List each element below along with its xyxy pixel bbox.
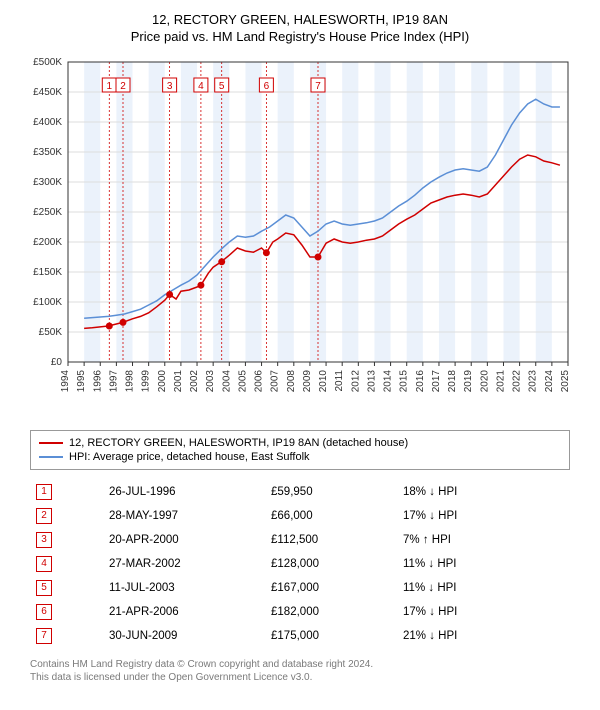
svg-text:2019: 2019 xyxy=(463,370,474,393)
svg-text:£350K: £350K xyxy=(33,147,62,158)
transactions-table: 1 26-JUL-1996£59,95018% ↓ HPI 2 28-MAY-1997… xyxy=(30,480,570,648)
svg-text:2003: 2003 xyxy=(205,370,216,393)
svg-text:2010: 2010 xyxy=(318,370,329,393)
transaction-marker: 5 xyxy=(36,580,52,596)
chart-title-main: 12, RECTORY GREEN, HALESWORTH, IP19 8AN xyxy=(10,12,590,27)
legend-label: HPI: Average price, detached house, East… xyxy=(69,451,310,463)
chart-title-sub: Price paid vs. HM Land Registry's House … xyxy=(10,29,590,44)
price-chart: £0 £50K £100K £150K £200K £250K £300K £350K £400… xyxy=(20,52,580,422)
transaction-price: £59,950 xyxy=(265,480,397,504)
svg-text:£50K: £50K xyxy=(39,327,63,338)
svg-text:2011: 2011 xyxy=(334,370,345,392)
legend: 12, RECTORY GREEN, HALESWORTH, IP19 8AN … xyxy=(30,430,570,470)
transaction-marker: 7 xyxy=(36,628,52,644)
transaction-date: 21-APR-2006 xyxy=(103,600,265,624)
legend-item: 12, RECTORY GREEN, HALESWORTH, IP19 8AN … xyxy=(39,437,561,449)
svg-text:2018: 2018 xyxy=(447,370,458,393)
svg-text:2008: 2008 xyxy=(286,370,297,393)
svg-text:£400K: £400K xyxy=(33,117,62,128)
transaction-delta: 17% ↓ HPI xyxy=(397,600,570,624)
table-row: 7 30-JUN-2009£175,00021% ↓ HPI xyxy=(30,624,570,648)
svg-text:2014: 2014 xyxy=(383,370,394,393)
svg-text:1: 1 xyxy=(107,81,113,92)
svg-text:1998: 1998 xyxy=(125,370,136,393)
transaction-marker: 6 xyxy=(36,604,52,620)
svg-text:2007: 2007 xyxy=(270,370,281,393)
svg-text:1994: 1994 xyxy=(60,370,71,393)
transaction-marker: 1 xyxy=(36,484,52,500)
svg-text:£450K: £450K xyxy=(33,87,62,98)
transaction-marker: 2 xyxy=(36,508,52,524)
transaction-date: 28-MAY-1997 xyxy=(103,504,265,528)
transaction-delta: 18% ↓ HPI xyxy=(397,480,570,504)
transaction-date: 30-JUN-2009 xyxy=(103,624,265,648)
svg-text:2001: 2001 xyxy=(173,370,184,393)
transaction-delta: 7% ↑ HPI xyxy=(397,528,570,552)
transaction-delta: 11% ↓ HPI xyxy=(397,576,570,600)
svg-text:1996: 1996 xyxy=(92,370,103,393)
svg-text:2015: 2015 xyxy=(399,370,410,393)
transaction-marker: 4 xyxy=(36,556,52,572)
svg-text:1999: 1999 xyxy=(141,370,152,393)
transaction-price: £175,000 xyxy=(265,624,397,648)
svg-text:2009: 2009 xyxy=(302,370,313,393)
transaction-price: £182,000 xyxy=(265,600,397,624)
svg-text:4: 4 xyxy=(198,81,204,92)
transaction-date: 20-APR-2000 xyxy=(103,528,265,552)
legend-label: 12, RECTORY GREEN, HALESWORTH, IP19 8AN … xyxy=(69,437,408,449)
svg-text:2000: 2000 xyxy=(157,370,168,393)
svg-text:2013: 2013 xyxy=(366,370,377,393)
svg-text:3: 3 xyxy=(167,81,173,92)
svg-text:£100K: £100K xyxy=(33,297,62,308)
svg-text:2006: 2006 xyxy=(254,370,265,393)
svg-text:2025: 2025 xyxy=(560,370,571,393)
svg-text:£300K: £300K xyxy=(33,177,62,188)
svg-text:2017: 2017 xyxy=(431,370,442,393)
svg-text:5: 5 xyxy=(219,81,225,92)
svg-text:2004: 2004 xyxy=(221,370,232,393)
svg-text:£150K: £150K xyxy=(33,267,62,278)
transaction-marker: 3 xyxy=(36,532,52,548)
svg-text:£250K: £250K xyxy=(33,207,62,218)
transaction-delta: 21% ↓ HPI xyxy=(397,624,570,648)
svg-text:2022: 2022 xyxy=(512,370,523,393)
svg-text:2021: 2021 xyxy=(495,370,506,393)
legend-swatch xyxy=(39,456,63,458)
footer-line2: This data is licensed under the Open Gov… xyxy=(30,671,570,684)
transaction-delta: 11% ↓ HPI xyxy=(397,552,570,576)
footer-attribution: Contains HM Land Registry data © Crown c… xyxy=(30,658,570,684)
transaction-date: 26-JUL-1996 xyxy=(103,480,265,504)
svg-text:£200K: £200K xyxy=(33,237,62,248)
svg-text:2024: 2024 xyxy=(544,370,555,393)
transaction-price: £112,500 xyxy=(265,528,397,552)
svg-text:1995: 1995 xyxy=(76,370,87,393)
svg-text:2023: 2023 xyxy=(528,370,539,393)
table-row: 4 27-MAR-2002£128,00011% ↓ HPI xyxy=(30,552,570,576)
svg-text:7: 7 xyxy=(315,81,321,92)
svg-text:2016: 2016 xyxy=(415,370,426,393)
table-row: 3 20-APR-2000£112,5007% ↑ HPI xyxy=(30,528,570,552)
transaction-date: 27-MAR-2002 xyxy=(103,552,265,576)
footer-line1: Contains HM Land Registry data © Crown c… xyxy=(30,658,570,671)
transaction-price: £66,000 xyxy=(265,504,397,528)
table-row: 1 26-JUL-1996£59,95018% ↓ HPI xyxy=(30,480,570,504)
svg-text:2002: 2002 xyxy=(189,370,200,393)
svg-text:2012: 2012 xyxy=(350,370,361,393)
table-row: 2 28-MAY-1997£66,00017% ↓ HPI xyxy=(30,504,570,528)
table-row: 5 11-JUL-2003£167,00011% ↓ HPI xyxy=(30,576,570,600)
svg-text:£500K: £500K xyxy=(33,57,62,68)
svg-text:2: 2 xyxy=(120,81,126,92)
svg-text:2020: 2020 xyxy=(479,370,490,393)
svg-text:1997: 1997 xyxy=(108,370,119,393)
transaction-price: £128,000 xyxy=(265,552,397,576)
transaction-delta: 17% ↓ HPI xyxy=(397,504,570,528)
transaction-date: 11-JUL-2003 xyxy=(103,576,265,600)
svg-text:£0: £0 xyxy=(51,357,63,368)
table-row: 6 21-APR-2006£182,00017% ↓ HPI xyxy=(30,600,570,624)
svg-text:6: 6 xyxy=(264,81,270,92)
transaction-price: £167,000 xyxy=(265,576,397,600)
svg-text:2005: 2005 xyxy=(237,370,248,393)
legend-item: HPI: Average price, detached house, East… xyxy=(39,451,561,463)
legend-swatch xyxy=(39,442,63,444)
